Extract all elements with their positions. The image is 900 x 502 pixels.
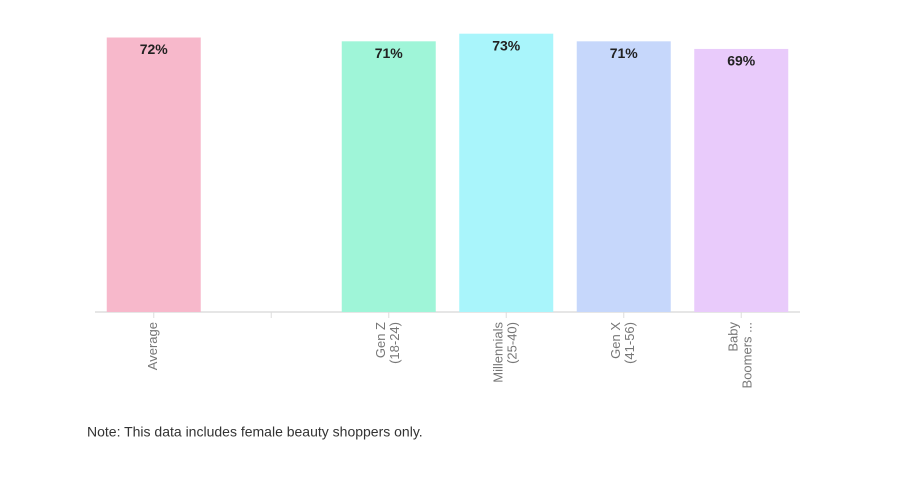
data-label: 72% (140, 41, 169, 57)
data-label: 73% (492, 37, 521, 53)
bar (576, 41, 671, 312)
data-label: 71% (610, 45, 639, 61)
data-label: 71% (375, 45, 404, 61)
bar (694, 48, 789, 312)
x-tick-label-line: Baby (726, 322, 741, 352)
x-tick-label-line: Gen Z (373, 322, 388, 358)
note: Note: This data includes female beauty s… (87, 424, 423, 440)
x-tick-label-line: (18-24) (387, 322, 402, 364)
x-tick-label-line: Millennials (491, 322, 506, 383)
x-tick-label-line: Gen X (608, 322, 623, 359)
x-tick-label: Average (145, 322, 160, 370)
bar (459, 33, 554, 312)
x-tick-label: BabyBoomers ... (726, 322, 755, 389)
bar (106, 37, 201, 312)
x-tick-label: Millennials(25-40) (491, 322, 520, 383)
x-tick-label: Gen Z(18-24) (373, 322, 402, 364)
x-tick-label-line: Average (145, 322, 160, 370)
x-tick-label-line: (41-56) (622, 322, 637, 364)
bar (341, 41, 436, 312)
x-tick-label-line: (25-40) (505, 322, 520, 364)
x-tick-label-line: Boomers ... (740, 322, 755, 388)
data-label: 69% (727, 53, 756, 69)
x-tick-label: Gen X(41-56) (608, 322, 637, 364)
